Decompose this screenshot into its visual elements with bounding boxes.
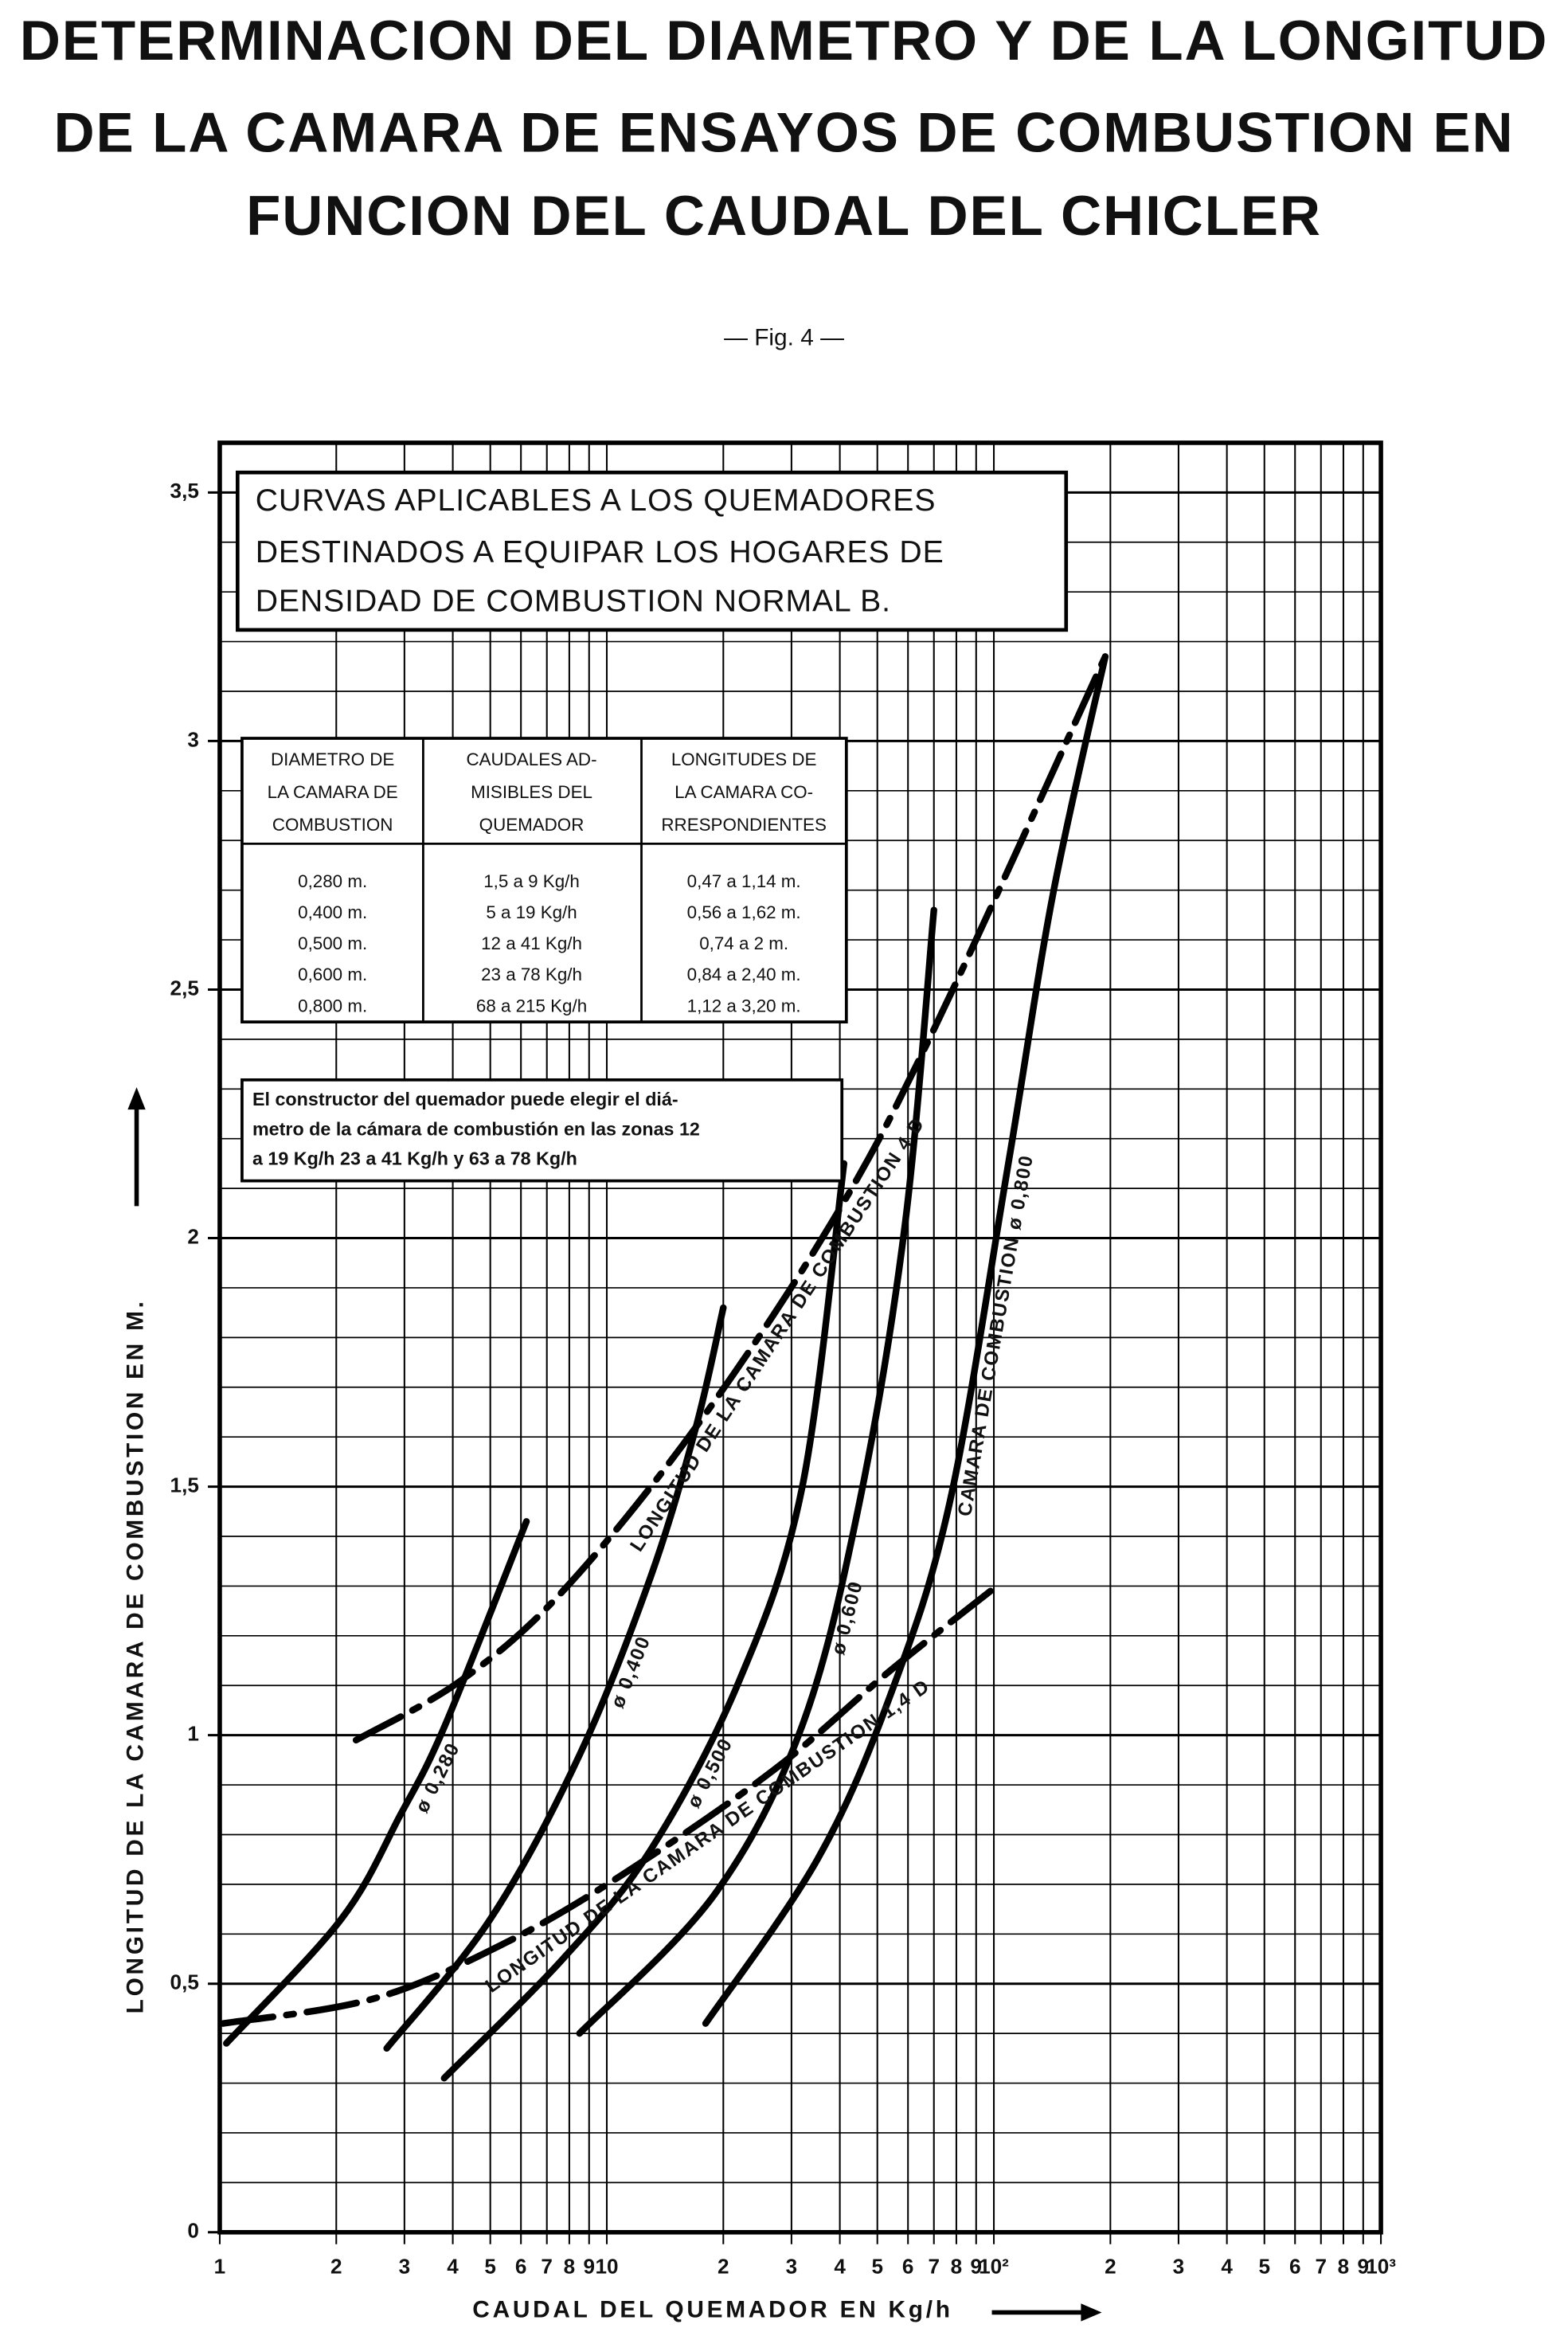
table-cell: 0,84 a 2,40 m. [687,964,801,984]
x-tick-label: 3 [786,2254,798,2278]
x-tick-label: 8 [1338,2254,1350,2278]
curve [702,653,1109,2027]
table-cell: 0,600 m. [298,964,367,984]
y-tick-label: 1,5 [170,1473,199,1497]
x-arrow-head [1081,2303,1102,2322]
x-axis-label: CAUDAL DEL QUEMADOR EN Kg/h [472,2296,952,2322]
note-line: metro de la cámara de combustión en las … [252,1118,700,1139]
x-tick-label: 3 [399,2254,411,2278]
table-header: CAUDALES AD- [467,749,597,769]
y-tick-label: 1 [187,1722,199,1746]
y-tick-label: 0,5 [170,1970,199,1994]
x-tick-label: 4 [834,2254,846,2278]
curve [223,1518,530,2047]
x-tick-label: 1 [214,2254,226,2278]
chart-title: DE LA CAMARA DE ENSAYOS DE COMBUSTION EN [53,102,1514,165]
x-tick-label: 10 [595,2254,618,2278]
table-cell: 1,5 a 9 Kg/h [483,871,580,891]
table-header: LONGITUDES DE [671,749,817,769]
note-line: a 19 Kg/h 23 a 41 Kg/h y 63 a 78 Kg/h [252,1148,577,1169]
note-line: El constructor del quemador puede elegir… [252,1089,678,1109]
curve [352,653,1109,1744]
table-header: DIAMETRO DE [271,749,394,769]
x-tick-label: 5 [1258,2254,1270,2278]
curve [440,1160,848,2082]
table-cell: 0,74 a 2 m. [699,933,788,953]
curve [219,1587,994,2027]
box-line: DESTINADOS A EQUIPAR LOS HOGARES DE [256,535,944,569]
table-cell: 1,12 a 3,20 m. [687,996,801,1015]
x-tick-label: 7 [541,2254,553,2278]
table-cell: 0,400 m. [298,902,367,922]
subtitle: — Fig. 4 — [724,324,844,350]
y-tick-label: 3 [187,727,199,751]
table-cell: 0,47 a 1,14 m. [687,871,801,891]
x-tick-label: 9 [583,2254,595,2278]
box-line: DENSIDAD DE COMBUSTION NORMAL B. [256,585,891,619]
x-tick-label: 7 [928,2254,940,2278]
x-tick-label: 7 [1316,2254,1328,2278]
table-frame [240,737,848,1024]
table-cell: 0,280 m. [298,871,367,891]
x-tick-label: 2 [718,2254,729,2278]
curve [576,906,937,2037]
y-tick-label: 3,5 [170,479,199,503]
y-tick-label: 0 [187,2219,199,2243]
table-cell: 0,56 a 1,62 m. [687,902,801,922]
x-tick-label: 2 [1105,2254,1116,2278]
table-header: COMBUSTION [272,815,393,835]
table: DIAMETRO DE LA CAMARA DE COMBUSTION CAUDALE… [240,737,848,1024]
plot-frame [217,440,1383,2235]
table-header: QUEMADOR [479,815,585,835]
x-tick-label: 6 [902,2254,914,2278]
y-arrow-head [127,1087,146,1110]
x-tick-label: 3 [1173,2254,1185,2278]
x-tick-label: 10³ [1366,2254,1396,2278]
table-cell: 0,500 m. [298,933,367,953]
note-box [240,1078,844,1183]
x-tick-label: 6 [1289,2254,1301,2278]
table-header: LA CAMARA CO- [675,782,813,802]
x-tick-label: 4 [1221,2254,1233,2278]
box-line: CURVAS APLICABLES A LOS QUEMADORES [256,483,936,518]
y-tick-label: 2,5 [170,976,199,1000]
table-cell: 0,800 m. [298,996,367,1015]
chart-title: FUNCION DEL CAUDAL DEL CHICLER [246,185,1322,248]
table-header: MISIBLES DEL [471,782,592,802]
x-tick-label: 5 [871,2254,883,2278]
chart-title: DETERMINACION DEL DIAMETRO Y DE LA LONGI… [20,10,1549,72]
heading-box [236,470,1069,632]
x-tick-label: 8 [564,2254,576,2278]
table-header: RRESPONDIENTES [661,815,826,835]
x-tick-label: 9 [1358,2254,1370,2278]
x-tick-label: 4 [447,2254,459,2278]
x-tick-label: 8 [951,2254,963,2278]
table-header: LA CAMARA DE [268,782,398,802]
grid [208,442,1382,2244]
x-tick-label: 9 [971,2254,983,2278]
x-tick-label: 6 [515,2254,527,2278]
table-cell: 23 a 78 Kg/h [481,964,582,984]
y-axis-label: LONGITUD DE LA CAMARA DE COMBUSTION EN M… [122,1298,148,2013]
table-cell: 5 a 19 Kg/h [486,902,577,922]
x-tick-label: 5 [484,2254,496,2278]
x-tick-label: 2 [330,2254,342,2278]
table-cell: 68 a 215 Kg/h [476,996,587,1015]
x-tick-label: 10² [979,2254,1009,2278]
y-tick-label: 2 [187,1224,199,1248]
table-cell: 12 a 41 Kg/h [481,933,582,953]
